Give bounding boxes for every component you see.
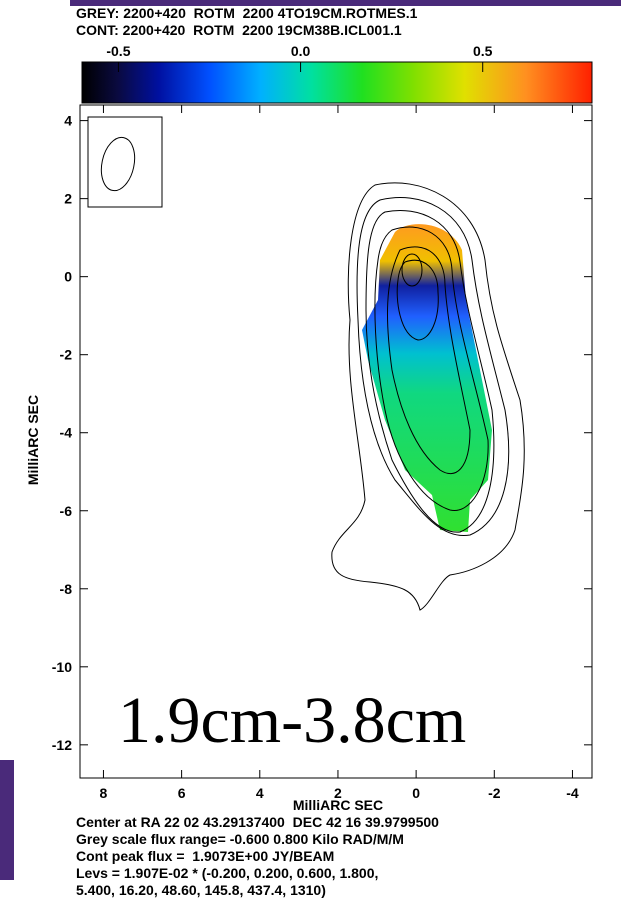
y-tick-label: -2: [60, 347, 73, 363]
y-tick-label: -12: [52, 737, 72, 753]
x-tick-label: -4: [566, 785, 579, 801]
footer-line: Cont peak flux = 1.9073E+00 JY/BEAM: [76, 848, 334, 864]
beam: [97, 134, 140, 193]
y-tick-label: -10: [52, 659, 72, 675]
x-tick-label: 4: [256, 785, 264, 801]
x-tick-label: -2: [488, 785, 501, 801]
y-tick-label: 4: [64, 113, 72, 129]
x-tick-label: 2: [334, 785, 342, 801]
background-strip: [0, 760, 14, 880]
header-line: GREY: 2200+420 ROTM 2200 4TO19CM.ROTMES.…: [76, 5, 418, 21]
x-tick-label: 8: [100, 785, 108, 801]
y-axis-label: MilliARC SEC: [25, 395, 41, 485]
annotation: 1.9cm-3.8cm: [118, 684, 466, 757]
beam-box: [88, 117, 162, 207]
y-tick-label: 0: [64, 269, 72, 285]
plot-frame: [80, 105, 592, 778]
y-tick-label: -8: [60, 581, 73, 597]
footer-line: Center at RA 22 02 43.29137400 DEC 42 16…: [76, 814, 439, 830]
footer-line: Grey scale flux range= -0.600 0.800 Kilo…: [76, 831, 404, 847]
page: GREY: 2200+420 ROTM 2200 4TO19CM.ROTMES.…: [0, 0, 621, 901]
colorbar-tick-label: -0.5: [106, 43, 130, 59]
x-tick-label: 0: [412, 785, 420, 801]
x-tick-label: 6: [178, 785, 186, 801]
colorbar-tick-label: 0.5: [473, 43, 493, 59]
y-tick-label: 2: [64, 191, 72, 207]
y-tick-label: -6: [60, 503, 73, 519]
footer-line: Levs = 1.907E-02 * (-0.200, 0.200, 0.600…: [76, 865, 378, 881]
colorbar: [82, 62, 592, 103]
y-tick-label: -4: [60, 425, 73, 441]
footer-line: 5.400, 16.20, 48.60, 145.8, 437.4, 1310): [76, 882, 326, 898]
header-line: CONT: 2200+420 ROTM 2200 19CM38B.ICL001.…: [76, 22, 402, 38]
colorbar-tick-label: 0.0: [291, 43, 311, 59]
